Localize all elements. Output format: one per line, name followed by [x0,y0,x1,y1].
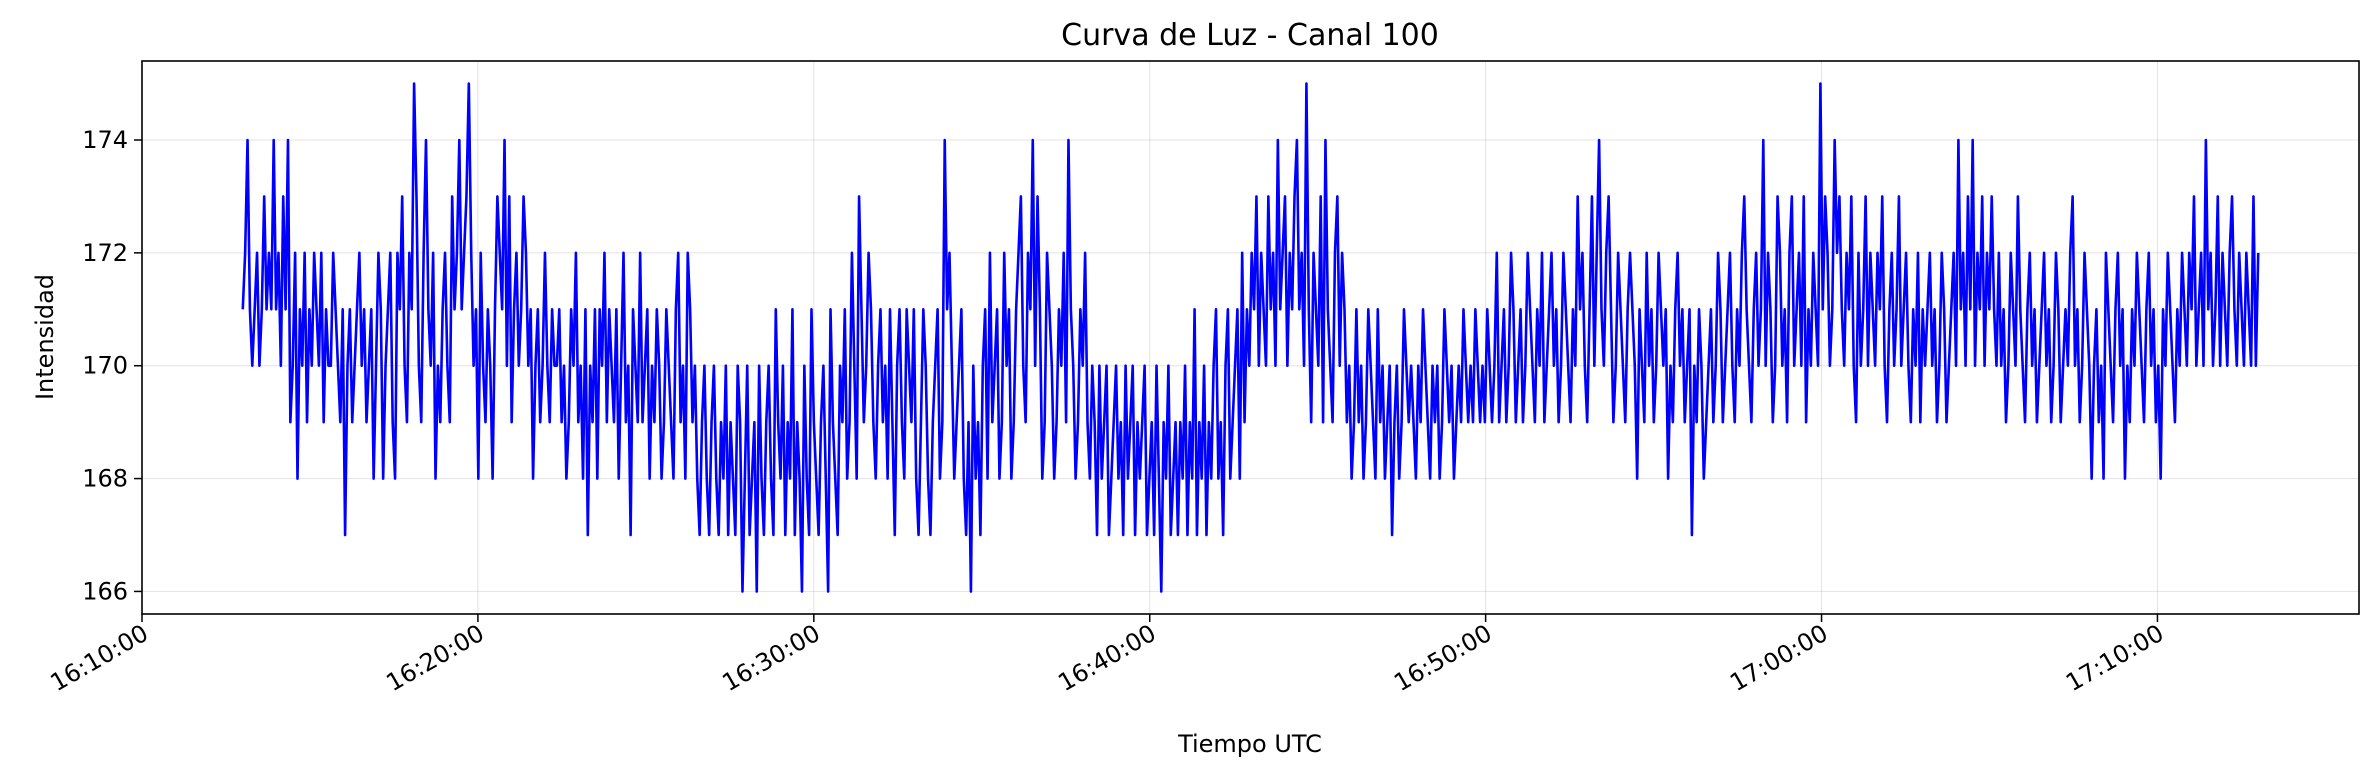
plot-frame [141,60,2360,615]
series-line [241,82,2260,593]
series-layer [241,82,2260,593]
y-axis: 166 168 170 172 174 [82,126,142,605]
y-axis-label: Intensidad [31,274,59,400]
x-tick-label: 16:40:00 [1053,619,1160,697]
y-tick-label: 172 [82,239,128,267]
y-tick-label: 166 [82,577,128,605]
x-tick-label: 17:00:00 [1725,619,1832,697]
x-tick-label: 16:30:00 [717,619,824,697]
y-tick-label: 170 [82,352,128,380]
y-tick-label: 168 [82,465,128,493]
y-tick-label: 174 [82,126,128,154]
x-tick-label: 16:20:00 [382,619,489,697]
x-axis-label: Tiempo UTC [1177,730,1322,758]
x-tick-label: 16:10:00 [46,619,153,697]
chart-title: Curva de Luz - Canal 100 [1061,18,1439,53]
x-tick-label: 17:10:00 [2061,619,2168,697]
x-tick-label: 16:50:00 [1389,619,1496,697]
x-axis: 16:10:00 16:20:00 16:30:00 16:40:00 16:50:00… [46,614,2168,697]
